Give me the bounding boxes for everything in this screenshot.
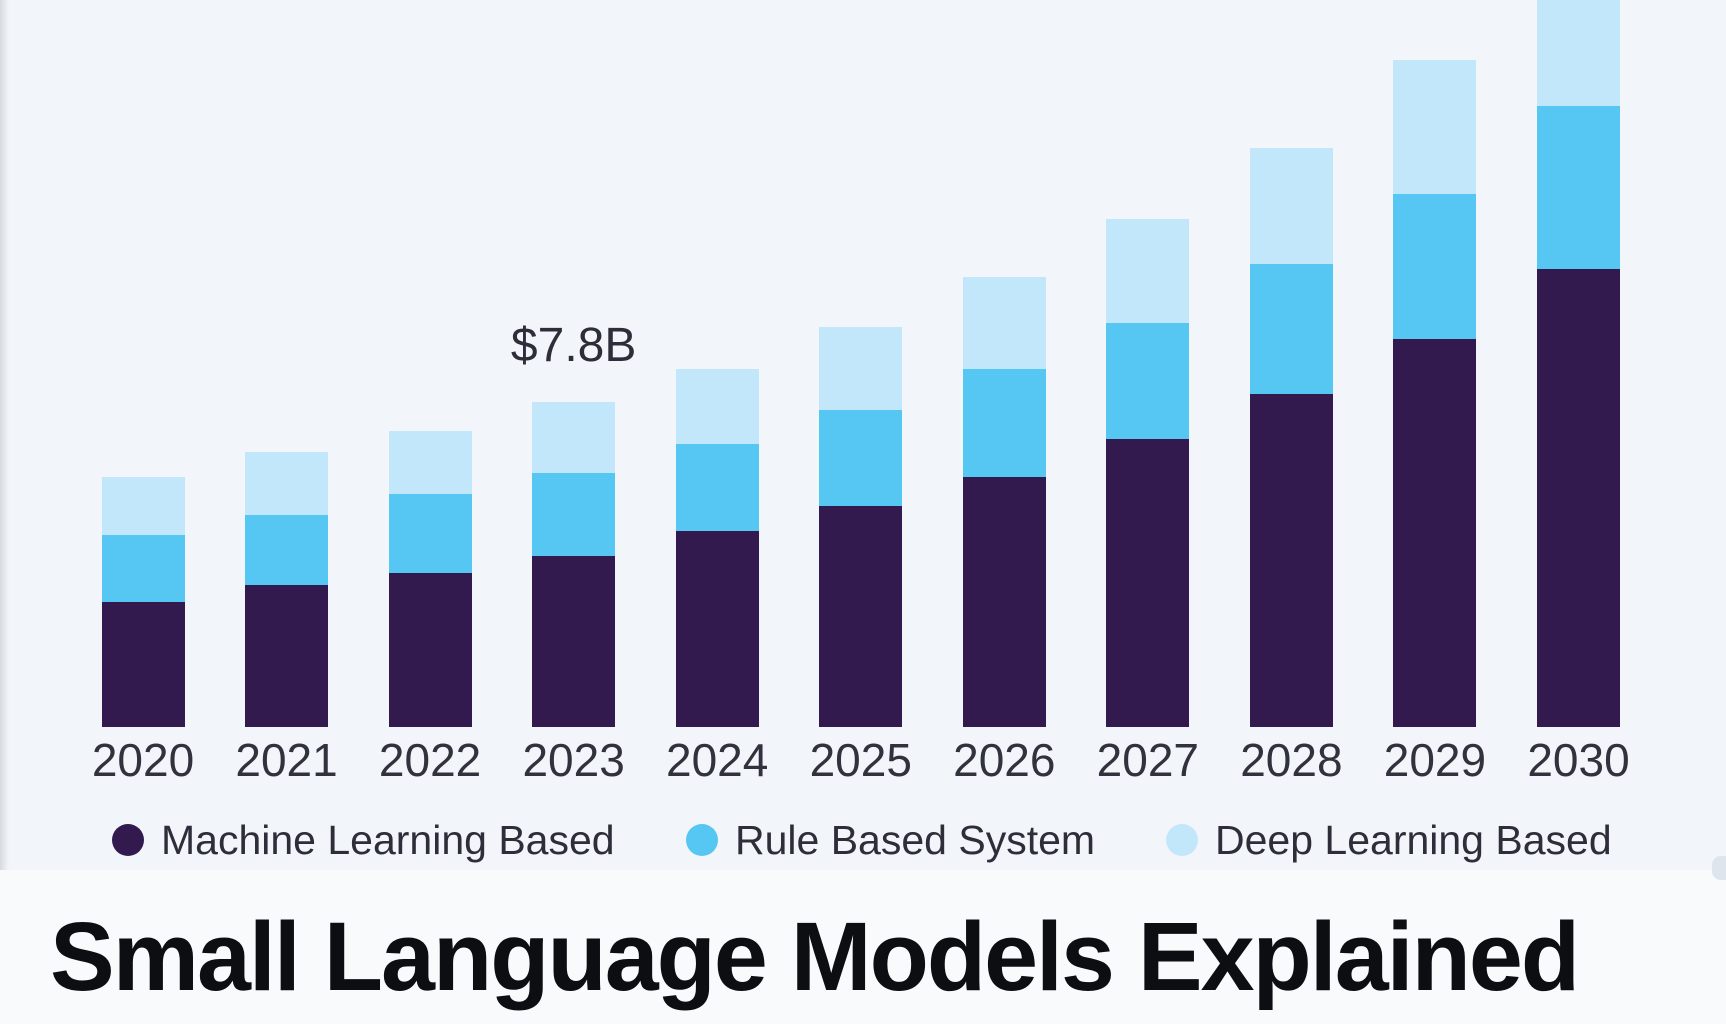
title-banner: Small Language Models Explained <box>0 870 1726 1024</box>
segment-rule-based-system <box>101 535 185 602</box>
value-annotation: $7.8B <box>510 319 637 372</box>
segment-deep-learning-based <box>101 477 185 536</box>
segment-machine-learning-based <box>819 506 903 727</box>
bar-2029 <box>1393 60 1477 727</box>
segment-rule-based-system <box>532 472 616 557</box>
year-label-2021: 2021 <box>235 734 338 786</box>
bar-2021 <box>245 452 329 727</box>
bar-2022 <box>388 431 472 727</box>
year-label-2023: 2023 <box>522 734 625 786</box>
segment-rule-based-system <box>245 514 329 586</box>
legend-item-rule-based-system: Rule Based System <box>686 816 1095 864</box>
segment-machine-learning-based <box>962 476 1046 727</box>
segment-rule-based-system <box>1537 106 1620 269</box>
segment-rule-based-system <box>962 368 1046 477</box>
segment-rule-based-system <box>675 443 759 532</box>
year-label-2028: 2028 <box>1240 734 1343 786</box>
segment-machine-learning-based <box>675 531 759 727</box>
legend-label: Rule Based System <box>735 816 1096 863</box>
segment-machine-learning-based <box>245 585 329 727</box>
bar-2020 <box>101 477 185 727</box>
segment-deep-learning-based <box>675 368 759 444</box>
legend-label: Deep Learning Based <box>1215 816 1612 863</box>
year-label-2020: 2020 <box>91 734 195 786</box>
year-label-2025: 2025 <box>809 734 912 786</box>
legend-dot-icon <box>686 824 718 856</box>
year-label-2030: 2030 <box>1527 734 1630 786</box>
segment-rule-based-system <box>1249 264 1333 394</box>
segment-deep-learning-based <box>245 452 329 515</box>
segment-machine-learning-based <box>388 572 472 727</box>
legend-dot-icon <box>112 824 144 856</box>
legend: Machine Learning Based Rule Based System D… <box>0 816 1726 864</box>
page-title: Small Language Models Explained <box>50 902 1580 1011</box>
segment-deep-learning-based <box>532 402 616 473</box>
segment-machine-learning-based <box>1249 393 1333 727</box>
segment-machine-learning-based <box>532 556 616 727</box>
segment-rule-based-system <box>819 410 903 507</box>
bar-2030 <box>1537 0 1620 727</box>
segment-deep-learning-based <box>819 327 903 411</box>
segment-machine-learning-based <box>1537 268 1620 727</box>
legend-item-deep-learning-based: Deep Learning Based <box>1166 816 1612 864</box>
x-axis-labels: 2020 2021 2022 2023 2024 2025 2026 2027 2028 2029… <box>0 733 1726 786</box>
bar-2023 <box>532 402 616 727</box>
bar-2027 <box>1106 218 1190 727</box>
segment-deep-learning-based <box>388 431 472 494</box>
legend-item-machine-learning-based: Machine Learning Based <box>112 816 615 864</box>
segment-machine-learning-based <box>101 602 185 727</box>
year-label-2029: 2029 <box>1383 734 1487 786</box>
year-label-2024: 2024 <box>666 734 769 786</box>
segment-deep-learning-based <box>1249 147 1333 265</box>
segment-deep-learning-based <box>1393 60 1477 194</box>
segment-deep-learning-based <box>1106 218 1190 323</box>
segment-rule-based-system <box>388 493 472 573</box>
segment-machine-learning-based <box>1393 339 1477 727</box>
segment-rule-based-system <box>1393 193 1477 340</box>
segment-machine-learning-based <box>1106 439 1190 727</box>
edge-chip-decoration <box>1712 856 1726 880</box>
year-label-2026: 2026 <box>953 734 1056 786</box>
legend-label: Machine Learning Based <box>161 816 615 863</box>
bar-2028 <box>1249 147 1333 727</box>
year-label-2022: 2022 <box>378 734 482 786</box>
bar-2026 <box>962 276 1046 727</box>
segment-rule-based-system <box>1106 322 1190 440</box>
bar-2025 <box>819 327 903 727</box>
legend-dot-icon <box>1166 824 1198 856</box>
plot-area <box>101 0 1620 727</box>
segment-deep-learning-based <box>1537 0 1620 107</box>
bar-2024 <box>675 368 759 727</box>
year-label-2027: 2027 <box>1096 734 1200 786</box>
segment-deep-learning-based <box>962 276 1046 369</box>
left-edge-shadow <box>0 0 9 870</box>
